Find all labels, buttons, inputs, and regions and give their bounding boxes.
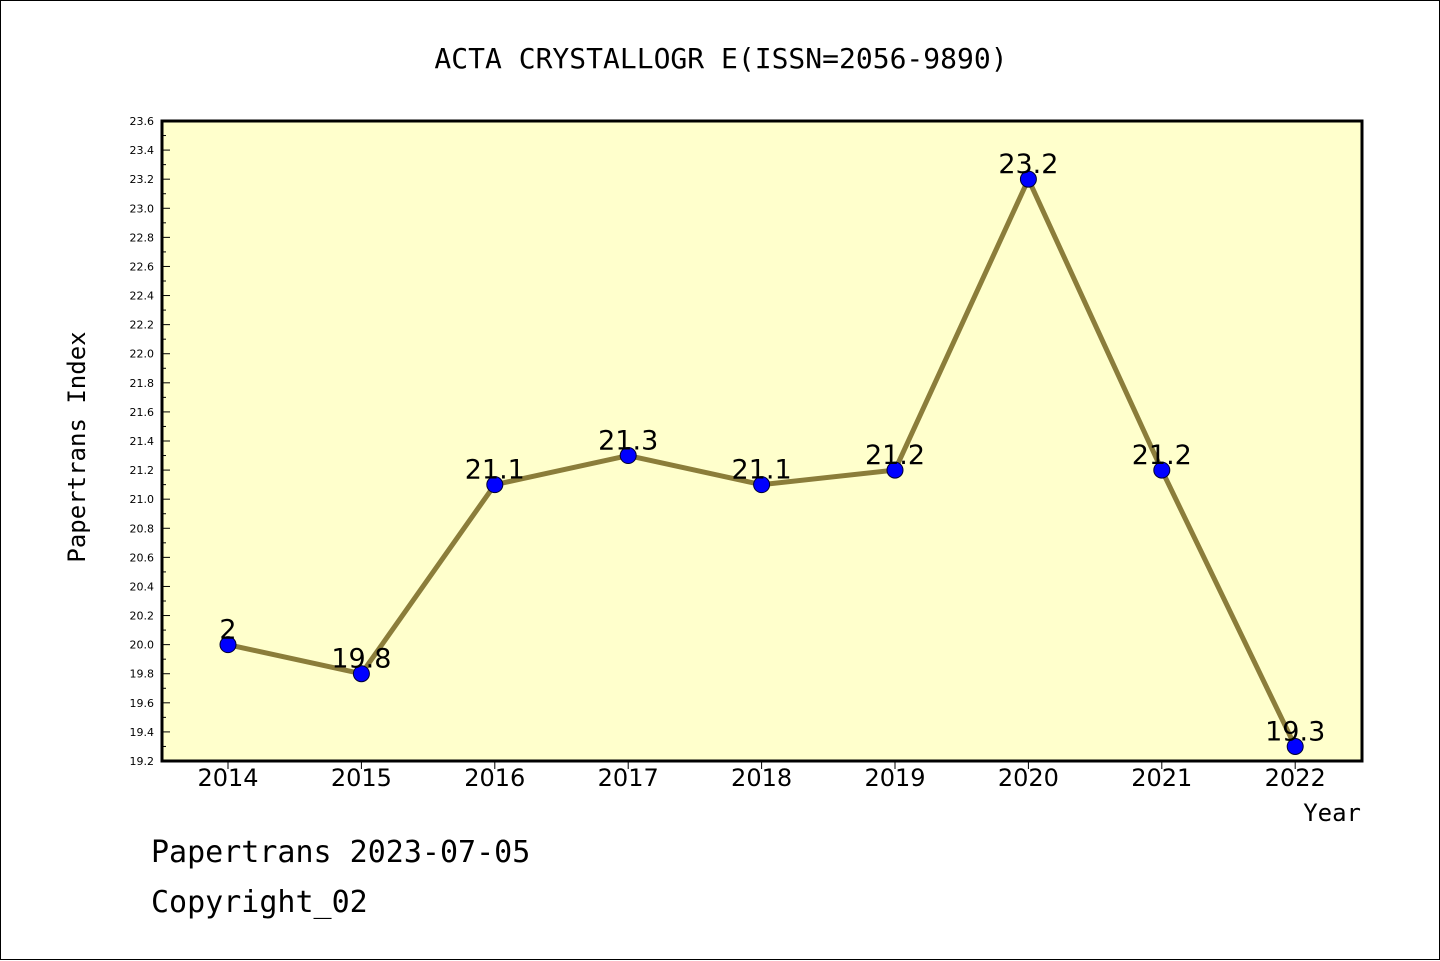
y-tick-label: 21.6 bbox=[130, 406, 155, 419]
data-label: 21.2 bbox=[865, 440, 925, 471]
y-tick-label: 22.8 bbox=[130, 231, 155, 244]
y-tick-label: 20.2 bbox=[130, 610, 155, 623]
data-labels-layer: 2 19.8 21.1 21.3 21.1 21.2 23.2 21.2 19.3 bbox=[219, 149, 1325, 747]
footer-copyright: Copyright_02 bbox=[151, 885, 368, 920]
y-tick-label: 23.4 bbox=[130, 144, 155, 157]
y-tick-label: 22.0 bbox=[130, 348, 155, 361]
y-axis-ticks: 19.2 19.4 19.6 19.8 20.0 20.2 20.4 20.6 20.8 21.0… bbox=[130, 115, 170, 768]
x-tick-label: 2018 bbox=[731, 764, 792, 792]
data-label: 21.2 bbox=[1132, 440, 1192, 471]
y-tick-label: 23.6 bbox=[130, 115, 155, 128]
data-point bbox=[486, 476, 504, 494]
x-axis-label: Year bbox=[1303, 799, 1361, 827]
y-tick-label: 21.8 bbox=[130, 377, 155, 390]
data-point bbox=[886, 461, 904, 479]
data-label: 2 bbox=[219, 615, 236, 646]
y-tick-label: 20.8 bbox=[130, 522, 155, 535]
data-point bbox=[1019, 170, 1037, 188]
y-tick-label: 21.0 bbox=[130, 493, 155, 506]
data-point bbox=[1153, 461, 1171, 479]
x-tick-label: 2022 bbox=[1265, 764, 1326, 792]
plot-area bbox=[160, 119, 1364, 763]
x-tick-label: 2019 bbox=[864, 764, 925, 792]
y-tick-label: 22.6 bbox=[130, 260, 155, 273]
y-tick-label: 20.4 bbox=[130, 580, 155, 593]
y-tick-label: 23.0 bbox=[130, 202, 155, 215]
y-tick-label: 22.2 bbox=[130, 319, 155, 332]
data-point bbox=[753, 476, 771, 494]
x-tick-label: 2020 bbox=[998, 764, 1059, 792]
data-point bbox=[619, 447, 637, 465]
y-tick-label: 21.4 bbox=[130, 435, 155, 448]
data-label: 21.3 bbox=[598, 426, 658, 457]
data-label: 19.8 bbox=[331, 644, 391, 675]
y-tick-label: 23.2 bbox=[130, 173, 155, 186]
data-label: 21.1 bbox=[732, 455, 792, 486]
x-tick-label: 2017 bbox=[598, 764, 659, 792]
y-tick-label: 19.2 bbox=[130, 755, 155, 768]
x-axis-ticks: 2014 2015 2016 2017 2018 2019 2020 2021 2022 bbox=[197, 761, 1326, 792]
y-tick-label: 20.0 bbox=[130, 639, 155, 652]
footer-date: Papertrans 2023-07-05 bbox=[151, 835, 531, 870]
x-tick-label: 2014 bbox=[197, 764, 258, 792]
data-point bbox=[1286, 737, 1304, 755]
y-tick-label: 21.2 bbox=[130, 464, 155, 477]
data-label: 21.1 bbox=[465, 455, 525, 486]
x-tick-label: 2021 bbox=[1131, 764, 1192, 792]
x-tick-label: 2015 bbox=[331, 764, 392, 792]
y-tick-label: 19.8 bbox=[130, 668, 155, 681]
y-tick-label: 20.6 bbox=[130, 551, 155, 564]
data-point bbox=[219, 636, 237, 654]
y-tick-label: 19.4 bbox=[130, 726, 155, 739]
series-layer bbox=[219, 170, 1304, 755]
y-axis-label: Papertrans Index bbox=[63, 331, 91, 562]
y-tick-label: 19.6 bbox=[130, 697, 155, 710]
data-label: 19.3 bbox=[1265, 716, 1325, 747]
data-point bbox=[352, 665, 370, 683]
x-tick-label: 2016 bbox=[464, 764, 525, 792]
y-tick-label: 22.4 bbox=[130, 290, 155, 303]
chart-title: ACTA CRYSTALLOGR E(ISSN=2056-9890) bbox=[434, 42, 1007, 75]
data-label: 23.2 bbox=[998, 149, 1058, 180]
